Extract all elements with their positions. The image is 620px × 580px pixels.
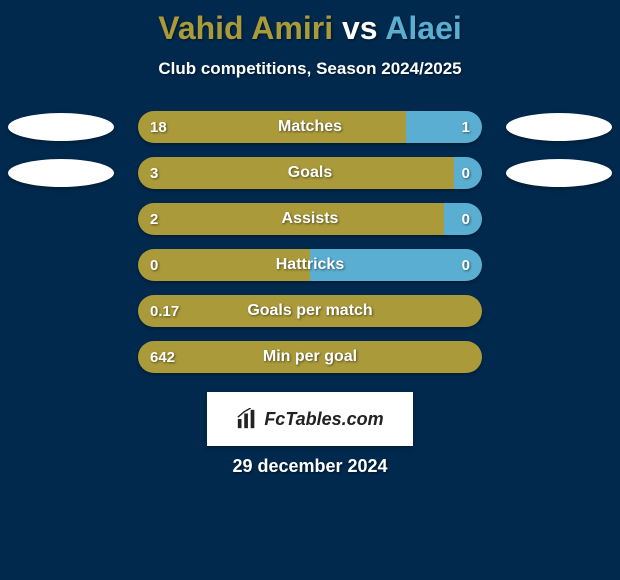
source-text: FcTables.com bbox=[264, 409, 383, 430]
stat-row: Goals30 bbox=[0, 157, 620, 189]
stat-bar: Goals per match0.17 bbox=[138, 295, 482, 327]
bar-segment-left bbox=[138, 157, 454, 189]
player1-name: Vahid Amiri bbox=[158, 10, 333, 46]
stats-bars: Matches181 Goals30 Assists20 Hattricks00 Goa… bbox=[0, 111, 620, 373]
bar-segment-left bbox=[138, 203, 444, 235]
stat-bar: Hattricks00 bbox=[138, 249, 482, 281]
chart-bars-icon bbox=[236, 408, 258, 430]
bar-segment-right bbox=[406, 111, 482, 143]
stat-row: Goals per match0.17 bbox=[0, 295, 620, 327]
stat-bar: Assists20 bbox=[138, 203, 482, 235]
stat-row: Matches181 bbox=[0, 111, 620, 143]
player2-name: Alaei bbox=[385, 10, 461, 46]
bar-segment-left bbox=[138, 249, 310, 281]
player2-avatar bbox=[506, 159, 612, 187]
player1-avatar bbox=[8, 113, 114, 141]
stat-row: Hattricks00 bbox=[0, 249, 620, 281]
bar-segment-right bbox=[310, 249, 482, 281]
vs-separator: vs bbox=[333, 10, 385, 46]
stat-bar: Min per goal642 bbox=[138, 341, 482, 373]
stat-row: Min per goal642 bbox=[0, 341, 620, 373]
stat-bar: Matches181 bbox=[138, 111, 482, 143]
source-badge: FcTables.com bbox=[207, 392, 413, 446]
bar-segment-left bbox=[138, 111, 406, 143]
bar-segment-left bbox=[138, 295, 482, 327]
date-label: 29 december 2024 bbox=[0, 456, 620, 477]
player1-avatar bbox=[8, 159, 114, 187]
comparison-title: Vahid Amiri vs Alaei bbox=[0, 0, 620, 47]
bar-segment-left bbox=[138, 341, 482, 373]
bar-segment-right bbox=[444, 203, 482, 235]
stat-row: Assists20 bbox=[0, 203, 620, 235]
subtitle: Club competitions, Season 2024/2025 bbox=[0, 59, 620, 79]
player2-avatar bbox=[506, 113, 612, 141]
stat-bar: Goals30 bbox=[138, 157, 482, 189]
bar-segment-right bbox=[454, 157, 482, 189]
